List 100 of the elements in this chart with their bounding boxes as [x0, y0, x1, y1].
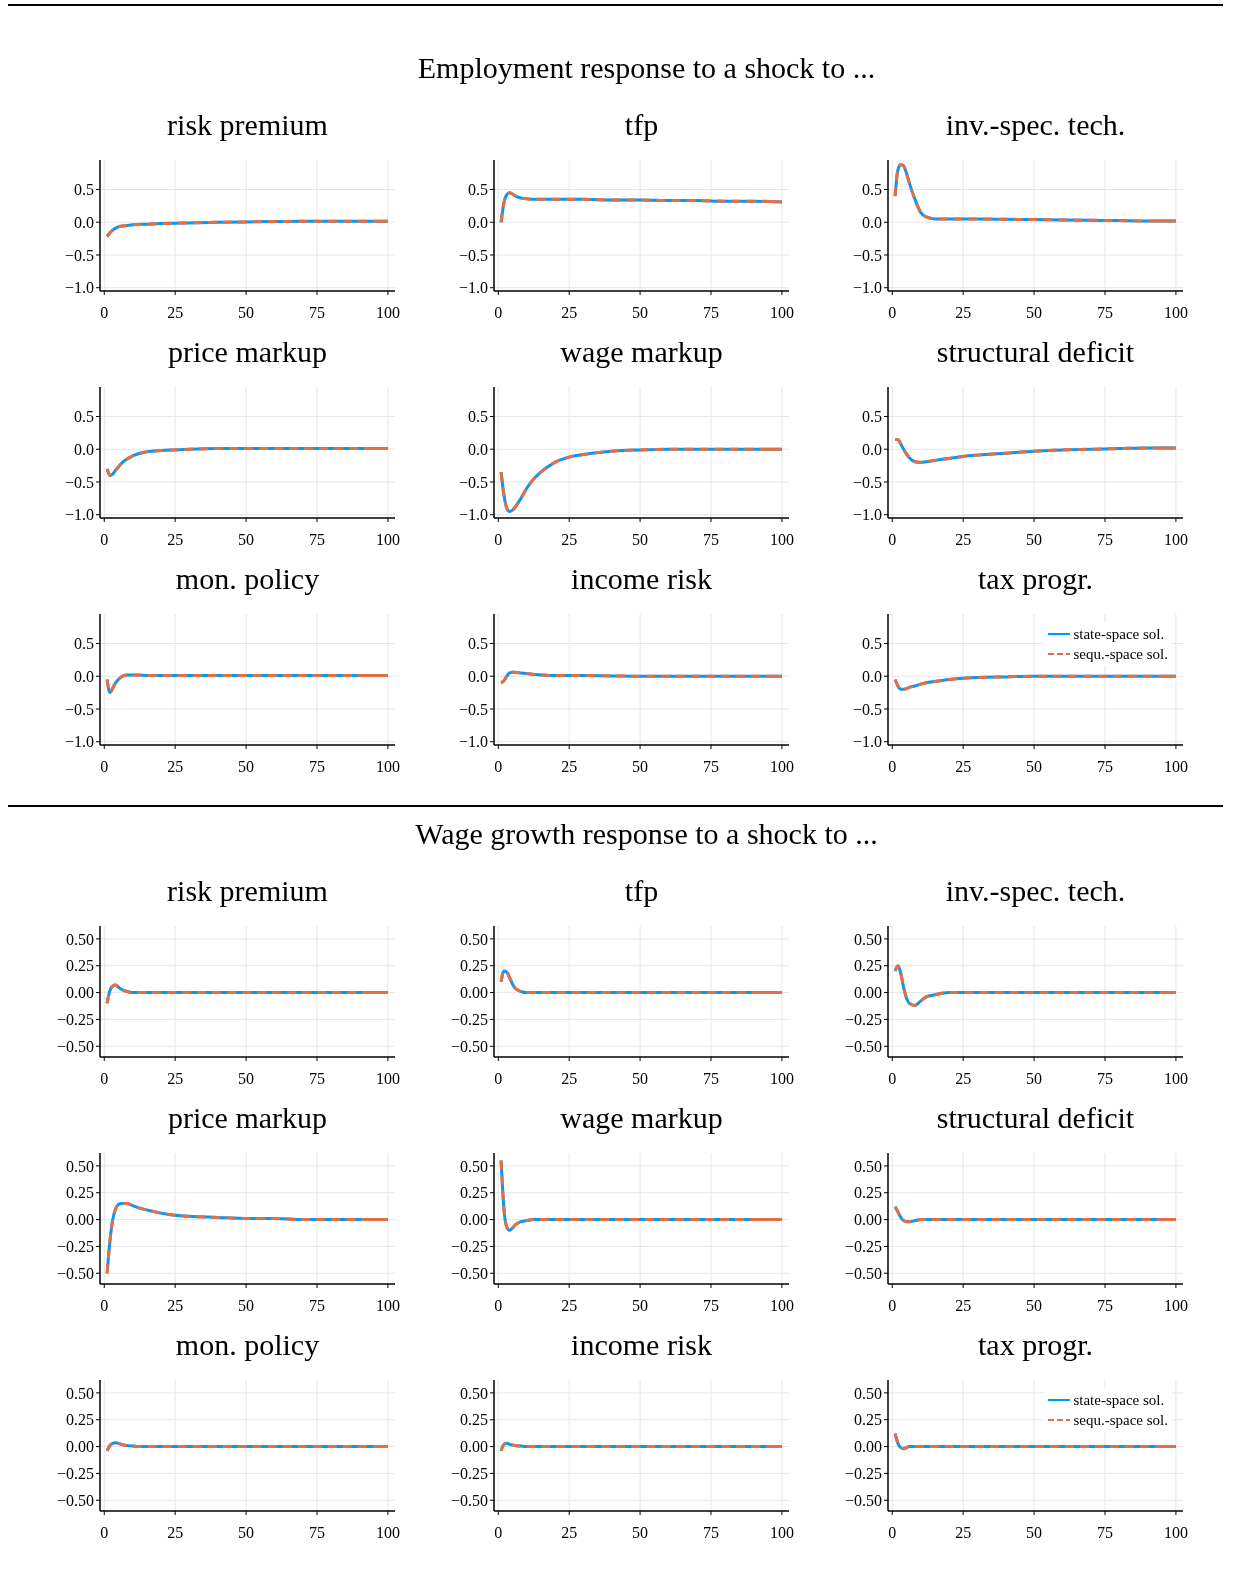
x-tick-label: 25 [561, 304, 578, 322]
x-tick-label: 100 [769, 758, 794, 776]
y-tick-label: −0.50 [450, 1037, 488, 1055]
y-tick-label: −0.25 [56, 1238, 94, 1256]
y-tick-label: 0.0 [468, 667, 488, 685]
y-tick-label: −0.5 [852, 700, 882, 718]
x-tick-label: 25 [955, 304, 972, 322]
y-tick-label: −0.25 [450, 1465, 488, 1483]
chart-title: wage markup [559, 334, 724, 370]
y-tick-label: −1.0 [458, 733, 488, 751]
legend-label: state-space sol. [1073, 625, 1165, 644]
chart-title: mon. policy [174, 561, 321, 597]
x-tick-label: 75 [309, 758, 325, 776]
x-tick-label: 100 [375, 1070, 400, 1088]
x-tick-label: 0 [100, 1297, 109, 1315]
x-tick-label: 50 [1026, 758, 1043, 776]
text: Employment response to a shock to ... [416, 50, 877, 86]
x-tick-label: 50 [632, 1070, 649, 1088]
y-tick-label: 0.00 [66, 1211, 94, 1229]
x-tick-label: 75 [309, 304, 325, 322]
x-tick-label: 0 [494, 531, 503, 549]
y-tick-label: 0.00 [854, 1438, 882, 1456]
x-tick-label: 0 [888, 531, 897, 549]
y-tick-label: 0.50 [66, 1157, 94, 1175]
x-tick-label: 50 [1026, 1524, 1043, 1542]
x-tick-label: 100 [769, 531, 794, 549]
x-tick-label: 50 [238, 758, 255, 776]
chart-title: tfp [623, 107, 660, 143]
x-tick-label: 0 [888, 1524, 897, 1542]
chart-title: tfp [623, 873, 660, 909]
x-tick-label: 0 [100, 1070, 109, 1088]
y-tick-label: 0.00 [854, 984, 882, 1002]
y-tick-label: −1.0 [458, 506, 488, 524]
x-tick-label: 25 [167, 758, 184, 776]
y-tick-label: −0.25 [844, 1011, 882, 1029]
y-tick-label: 0.0 [468, 213, 488, 231]
x-tick-label: 0 [888, 1297, 897, 1315]
y-tick-label: −0.50 [56, 1491, 94, 1509]
x-tick-label: 25 [561, 1524, 578, 1542]
y-tick-label: 0.00 [460, 984, 488, 1002]
x-tick-label: 0 [100, 1524, 109, 1542]
x-tick-label: 100 [769, 1070, 794, 1088]
legend-label: sequ.-space sol. [1073, 645, 1168, 664]
y-tick-label: 0.00 [66, 984, 94, 1002]
x-tick-label: 75 [703, 1297, 719, 1315]
x-tick-label: 100 [375, 304, 400, 322]
y-tick-label: −0.50 [844, 1491, 882, 1509]
x-tick-label: 75 [1097, 1297, 1113, 1315]
y-tick-label: 0.5 [862, 408, 882, 426]
x-tick-label: 75 [703, 1070, 719, 1088]
chart-title: mon. policy [174, 1327, 321, 1363]
y-tick-label: −0.5 [64, 473, 94, 491]
x-tick-label: 25 [955, 531, 972, 549]
y-tick-label: 0.25 [460, 1184, 488, 1202]
y-tick-label: −0.50 [450, 1264, 488, 1282]
x-tick-label: 25 [955, 758, 972, 776]
y-tick-label: −0.5 [64, 700, 94, 718]
x-tick-label: 50 [632, 758, 649, 776]
y-tick-label: 0.5 [468, 635, 488, 653]
x-tick-label: 0 [494, 1070, 503, 1088]
x-tick-label: 25 [561, 1070, 578, 1088]
x-tick-label: 75 [309, 1070, 325, 1088]
x-tick-label: 75 [1097, 304, 1113, 322]
x-tick-label: 100 [1163, 1524, 1188, 1542]
y-tick-label: −0.5 [852, 246, 882, 264]
chart-title: income risk [570, 561, 713, 597]
chart-title: structural deficit [935, 1100, 1136, 1136]
x-tick-label: 25 [561, 1297, 578, 1315]
x-tick-label: 50 [238, 1070, 255, 1088]
x-tick-label: 100 [769, 1524, 794, 1542]
y-tick-label: −1.0 [852, 279, 882, 297]
y-tick-label: 0.50 [854, 930, 882, 948]
x-tick-label: 100 [1163, 304, 1188, 322]
x-tick-label: 50 [632, 1524, 649, 1542]
x-tick-label: 25 [167, 1070, 184, 1088]
y-tick-label: −1.0 [64, 733, 94, 751]
x-tick-label: 50 [1026, 1070, 1043, 1088]
x-tick-label: 75 [1097, 758, 1113, 776]
x-tick-label: 25 [167, 1297, 184, 1315]
y-tick-label: 0.5 [468, 408, 488, 426]
y-tick-label: −0.25 [450, 1238, 488, 1256]
y-tick-label: 0.0 [468, 440, 488, 458]
x-tick-label: 75 [1097, 531, 1113, 549]
x-tick-label: 0 [888, 1070, 897, 1088]
x-tick-label: 75 [309, 1524, 325, 1542]
y-tick-label: 0.0 [74, 213, 94, 231]
x-tick-label: 50 [1026, 1297, 1043, 1315]
chart-title: tax progr. [977, 1327, 1094, 1363]
y-tick-label: −1.0 [64, 506, 94, 524]
y-tick-label: −0.50 [450, 1491, 488, 1509]
y-tick-label: 0.00 [460, 1438, 488, 1456]
y-tick-label: −0.50 [844, 1264, 882, 1282]
y-tick-label: 0.50 [460, 1384, 488, 1402]
y-tick-label: 0.25 [854, 957, 882, 975]
x-tick-label: 75 [703, 1524, 719, 1542]
chart-title: inv.-spec. tech. [944, 107, 1127, 143]
x-tick-label: 100 [1163, 531, 1188, 549]
x-tick-label: 100 [375, 1524, 400, 1542]
y-tick-label: −0.5 [64, 246, 94, 264]
y-tick-label: −0.5 [458, 473, 488, 491]
